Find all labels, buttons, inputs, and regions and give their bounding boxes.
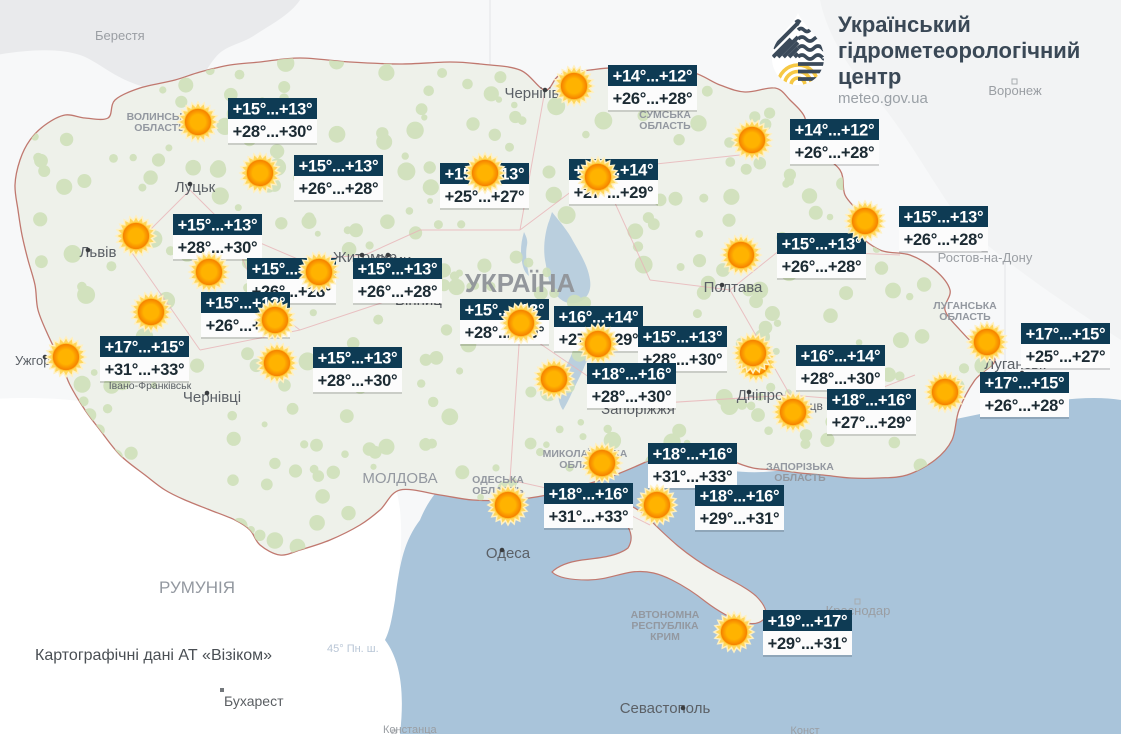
svg-text:+17°...+15°: +17°...+15° bbox=[105, 339, 185, 357]
svg-text:Луцьк: Луцьк bbox=[175, 179, 216, 196]
svg-text:+18°...+16°: +18°...+16° bbox=[832, 392, 912, 410]
svg-text:+15°...+13°: +15°...+13° bbox=[358, 261, 438, 279]
svg-text:+26°...+28°: +26°...+28° bbox=[613, 90, 693, 108]
svg-text:КРИМ: КРИМ bbox=[650, 631, 680, 643]
svg-text:meteo.gov.ua: meteo.gov.ua bbox=[838, 90, 928, 107]
svg-text:Львів: Львів bbox=[80, 244, 117, 261]
svg-text:+15°...+13°: +15°...+13° bbox=[643, 329, 723, 347]
svg-text:+26°...+28°: +26°...+28° bbox=[299, 180, 379, 198]
svg-text:Чернівці: Чернівці bbox=[183, 389, 241, 406]
svg-text:Одеса: Одеса bbox=[486, 545, 531, 562]
svg-text:Український: Український bbox=[838, 12, 971, 37]
svg-text:+15°...+13°: +15°...+13° bbox=[233, 101, 313, 119]
svg-text:+16°...+14°: +16°...+14° bbox=[801, 348, 881, 366]
svg-text:РУМУНІЯ: РУМУНІЯ bbox=[159, 578, 235, 597]
svg-text:МОЛДОВА: МОЛДОВА bbox=[362, 470, 437, 487]
svg-text:ОБЛАСТЬ: ОБЛАСТЬ bbox=[939, 311, 991, 323]
svg-text:+29°...+31°: +29°...+31° bbox=[700, 510, 780, 528]
svg-text:+28°...+30°: +28°...+30° bbox=[592, 388, 672, 406]
svg-text:Бухарест: Бухарест bbox=[224, 693, 284, 709]
svg-text:+28°...+30°: +28°...+30° bbox=[318, 372, 398, 390]
svg-text:+28°...+30°: +28°...+30° bbox=[233, 123, 313, 141]
svg-text:+18°...+16°: +18°...+16° bbox=[653, 446, 733, 464]
svg-text:+26°...+28°: +26°...+28° bbox=[358, 283, 438, 301]
svg-text:Берестя: Берестя bbox=[95, 28, 145, 43]
svg-text:центр: центр bbox=[838, 64, 901, 89]
svg-text:Воронеж: Воронеж bbox=[988, 83, 1042, 98]
svg-text:Констанца: Констанца bbox=[383, 724, 438, 734]
svg-text:ОБЛАСТЬ: ОБЛАСТЬ bbox=[774, 472, 826, 484]
svg-text:Чернігів: Чернігів bbox=[504, 85, 559, 102]
svg-text:гідрометеорологічний: гідрометеорологічний bbox=[838, 38, 1080, 63]
svg-text:УКРАЇНА: УКРАЇНА bbox=[465, 268, 576, 298]
svg-text:+28°...+30°: +28°...+30° bbox=[801, 370, 881, 388]
svg-text:+15°...+13°: +15°...+13° bbox=[178, 217, 258, 235]
svg-text:+25°...+27°: +25°...+27° bbox=[1026, 348, 1106, 366]
svg-text:Полтава: Полтава bbox=[704, 279, 763, 296]
svg-text:Конст: Конст bbox=[790, 725, 819, 734]
svg-text:Дніпро: Дніпро bbox=[737, 387, 784, 404]
svg-text:+14°...+12°: +14°...+12° bbox=[613, 68, 693, 86]
svg-text:+26°...+28°: +26°...+28° bbox=[985, 397, 1065, 415]
svg-text:+17°...+15°: +17°...+15° bbox=[1026, 326, 1106, 344]
svg-text:+15°...+13°: +15°...+13° bbox=[299, 158, 379, 176]
svg-text:45° Пн. ш.: 45° Пн. ш. bbox=[327, 643, 379, 655]
svg-text:+31°...+33°: +31°...+33° bbox=[549, 508, 629, 526]
svg-text:+18°...+16°: +18°...+16° bbox=[700, 488, 780, 506]
svg-text:+14°...+12°: +14°...+12° bbox=[795, 122, 875, 140]
svg-text:+17°...+15°: +17°...+15° bbox=[985, 375, 1065, 393]
svg-text:Севастополь: Севастополь bbox=[620, 700, 711, 717]
svg-text:+15°...+13°: +15°...+13° bbox=[782, 236, 862, 254]
svg-text:+27°...+29°: +27°...+29° bbox=[832, 414, 912, 432]
svg-text:+19°...+17°: +19°...+17° bbox=[768, 613, 848, 631]
svg-text:+31°...+33°: +31°...+33° bbox=[653, 468, 733, 486]
svg-text:+18°...+16°: +18°...+16° bbox=[592, 366, 672, 384]
svg-text:+26°...+28°: +26°...+28° bbox=[904, 231, 984, 249]
svg-text:+18°...+16°: +18°...+16° bbox=[549, 486, 629, 504]
svg-text:+26°...+28°: +26°...+28° bbox=[795, 144, 875, 162]
svg-text:ОБЛАСТЬ: ОБЛАСТЬ bbox=[639, 120, 691, 132]
svg-text:+29°...+31°: +29°...+31° bbox=[768, 635, 848, 653]
svg-text:+15°...+13°: +15°...+13° bbox=[904, 209, 984, 227]
svg-text:+26°...+28°: +26°...+28° bbox=[782, 258, 862, 276]
svg-text:+31°...+33°: +31°...+33° bbox=[105, 361, 185, 379]
svg-text:+15°...+13°: +15°...+13° bbox=[318, 350, 398, 368]
svg-text:+28°...+30°: +28°...+30° bbox=[178, 239, 258, 257]
svg-text:Картографічні дані АТ «Візіком: Картографічні дані АТ «Візіком» bbox=[35, 647, 272, 664]
